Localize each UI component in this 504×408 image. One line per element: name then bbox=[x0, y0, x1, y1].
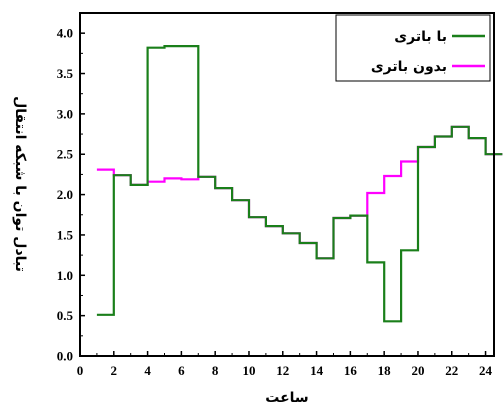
x-tick-label: 8 bbox=[212, 363, 219, 378]
series-line-with-battery bbox=[96, 45, 503, 323]
legend: با باتری بدون باتری bbox=[335, 14, 491, 82]
y-tick-label: 4.0 bbox=[57, 26, 73, 41]
series-lines bbox=[96, 45, 503, 323]
x-tick-label: 16 bbox=[344, 363, 358, 378]
legend-box bbox=[335, 14, 491, 82]
legend-label-with-battery: با باتری bbox=[394, 29, 447, 45]
y-tick-label: 0.5 bbox=[57, 308, 74, 323]
legend-label-without-battery: بدون باتری bbox=[371, 59, 447, 75]
axis-ticks bbox=[79, 32, 487, 357]
x-tick-label: 20 bbox=[411, 363, 424, 378]
y-tick-label: 3.5 bbox=[57, 66, 74, 81]
x-tick-label: 0 bbox=[77, 363, 84, 378]
y-tick-label: 1.0 bbox=[57, 268, 73, 283]
x-tick-label: 6 bbox=[178, 363, 185, 378]
y-tick-label: 3.0 bbox=[57, 106, 73, 121]
x-axis-title: ساعت bbox=[265, 390, 308, 406]
x-tick-label: 4 bbox=[144, 363, 151, 378]
plot-frame bbox=[79, 12, 495, 357]
y-tick-label: 2.5 bbox=[57, 147, 74, 162]
y-tick-label: 2.0 bbox=[57, 187, 73, 202]
x-tick-label: 18 bbox=[378, 363, 392, 378]
x-tick-label: 2 bbox=[111, 363, 118, 378]
y-tick-label: 1.5 bbox=[57, 227, 74, 242]
x-tick-label: 12 bbox=[276, 363, 289, 378]
x-tick-label: 14 bbox=[310, 363, 324, 378]
y-axis-title: تبادل توان با شبکه انتقال bbox=[12, 96, 28, 272]
x-tick-label: 22 bbox=[445, 363, 458, 378]
x-tick-labels: 0 2 4 6 8 10 12 14 16 18 20 22 24 bbox=[77, 363, 493, 378]
y-tick-labels: 0.0 0.5 1.0 1.5 2.0 2.5 3.0 3.5 4.0 bbox=[57, 26, 74, 364]
x-tick-label: 24 bbox=[479, 363, 493, 378]
y-tick-label: 0.0 bbox=[57, 349, 73, 364]
x-tick-label: 10 bbox=[242, 363, 255, 378]
